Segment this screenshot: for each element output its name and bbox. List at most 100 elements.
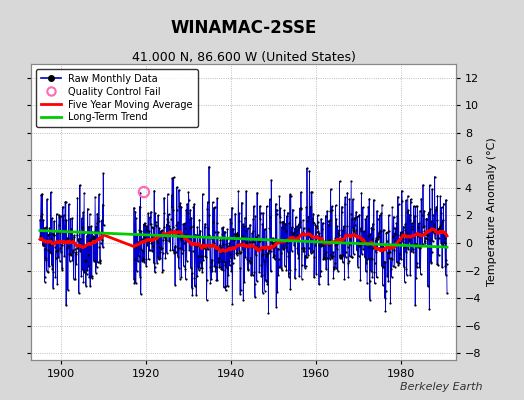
Point [61,198,70,205]
Point [346,235,354,241]
Point [426,206,434,212]
Point [213,219,221,226]
Point [278,266,286,273]
Point [247,272,255,278]
Point [241,235,249,241]
Point [406,211,414,218]
Point [159,250,167,256]
Point [80,190,89,196]
Point [142,256,150,262]
Point [245,235,254,241]
Point [55,214,63,220]
Point [386,248,394,255]
Point [334,230,342,236]
Point [219,267,227,274]
Point [379,226,388,233]
Point [143,226,151,233]
Point [190,239,198,246]
Point [283,209,292,216]
Point [377,248,385,254]
Point [276,205,285,212]
Point [389,214,398,220]
Point [256,203,264,209]
Point [396,255,404,262]
Point [191,283,199,290]
Point [439,217,447,223]
Point [411,203,420,210]
Point [331,202,340,208]
Point [47,236,56,242]
Point [261,244,269,250]
Point [86,238,95,245]
Point [243,256,252,263]
Point [418,212,426,218]
Point [191,231,200,238]
Point [58,264,66,271]
Point [435,235,443,241]
Point [185,246,193,253]
Point [36,232,45,239]
Point [58,267,67,273]
Point [279,225,288,232]
Point [417,196,425,202]
Point [318,225,326,232]
Point [60,228,68,234]
Point [305,168,314,174]
Point [277,224,286,230]
Point [206,235,215,242]
Point [90,234,99,240]
Point [280,207,289,214]
Point [362,268,370,274]
Point [343,190,352,196]
Point [64,287,72,293]
Point [219,240,227,247]
Point [138,235,146,242]
Point [227,220,235,226]
Point [270,240,278,246]
Point [213,195,221,202]
Point [399,236,407,242]
Point [41,245,49,252]
Point [391,225,400,231]
Point [348,253,356,260]
Point [179,263,188,269]
Point [147,224,156,230]
Point [146,214,154,220]
Point [207,259,215,266]
Point [388,233,397,239]
Point [398,198,406,204]
Point [309,210,318,217]
Point [263,203,271,210]
Point [178,234,187,240]
Point [305,234,314,240]
Point [185,224,194,231]
Point [314,218,322,225]
Point [54,254,62,260]
Point [225,257,233,264]
Point [272,210,281,217]
Point [432,207,440,213]
Point [160,194,168,201]
Point [420,208,428,214]
Point [379,264,388,270]
Point [193,273,201,279]
Point [262,253,270,260]
Point [415,264,423,270]
Point [271,200,280,207]
Point [178,250,186,256]
Point [150,264,159,270]
Point [62,302,70,308]
Point [77,244,85,250]
Point [199,191,207,197]
Point [334,235,343,242]
Point [40,242,48,248]
Point [140,259,148,266]
Point [243,238,251,245]
Point [435,225,444,232]
Point [82,242,91,249]
Point [376,240,385,247]
Point [171,242,180,249]
Point [248,272,257,278]
Point [320,255,328,261]
Point [307,250,315,256]
